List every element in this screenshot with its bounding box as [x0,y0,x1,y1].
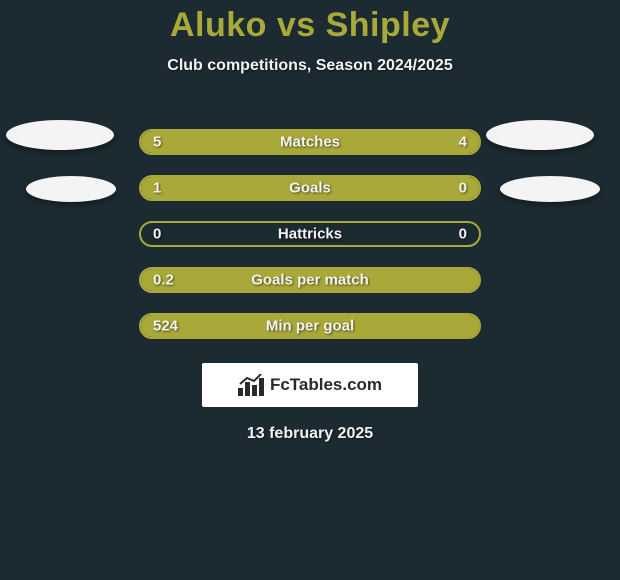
stat-right-value: 4 [459,134,467,151]
stat-left-value: 1 [153,180,161,197]
stat-bar: 0 0 Hattricks [139,221,481,247]
stat-left-value: 0.2 [153,272,174,289]
bar-fill-right [411,177,479,199]
bar-fill-right [330,131,479,153]
stat-rows: 5 4 Matches 1 0 Goals 0 0 Hattricks 0.2 Goals per … [0,119,620,349]
stat-left-value: 0 [153,226,161,243]
subtitle: Club competitions, Season 2024/2025 [0,57,620,75]
stat-label: Hattricks [278,226,342,243]
date-text: 13 february 2025 [0,425,620,443]
brand-badge: FcTables.com [202,363,418,407]
stat-left-value: 524 [153,318,178,335]
stat-right-value: 0 [459,180,467,197]
page-title: Aluko vs Shipley [0,0,620,45]
stat-label: Goals per match [251,272,369,289]
comparison-card: Aluko vs Shipley Club competitions, Seas… [0,0,620,580]
player2-name: Shipley [326,6,450,44]
stat-bar: 0.2 Goals per match [139,267,481,293]
stat-row: 0 0 Hattricks [0,211,620,257]
stat-label: Matches [280,134,340,151]
decorative-ellipse [500,176,600,202]
stat-row: 524 Min per goal [0,303,620,349]
vs-separator: vs [267,6,326,44]
player1-name: Aluko [170,6,267,44]
decorative-ellipse [6,120,114,150]
stat-row: 0.2 Goals per match [0,257,620,303]
stat-bar: 524 Min per goal [139,313,481,339]
decorative-ellipse [26,176,116,202]
brand-text: FcTables.com [270,375,382,395]
decorative-ellipse [486,120,594,150]
stat-bar: 5 4 Matches [139,129,481,155]
chart-icon [238,374,264,396]
stat-label: Goals [289,180,331,197]
stat-right-value: 0 [459,226,467,243]
stat-bar: 1 0 Goals [139,175,481,201]
stat-label: Min per goal [266,318,354,335]
bar-fill-left [141,177,411,199]
stat-left-value: 5 [153,134,161,151]
